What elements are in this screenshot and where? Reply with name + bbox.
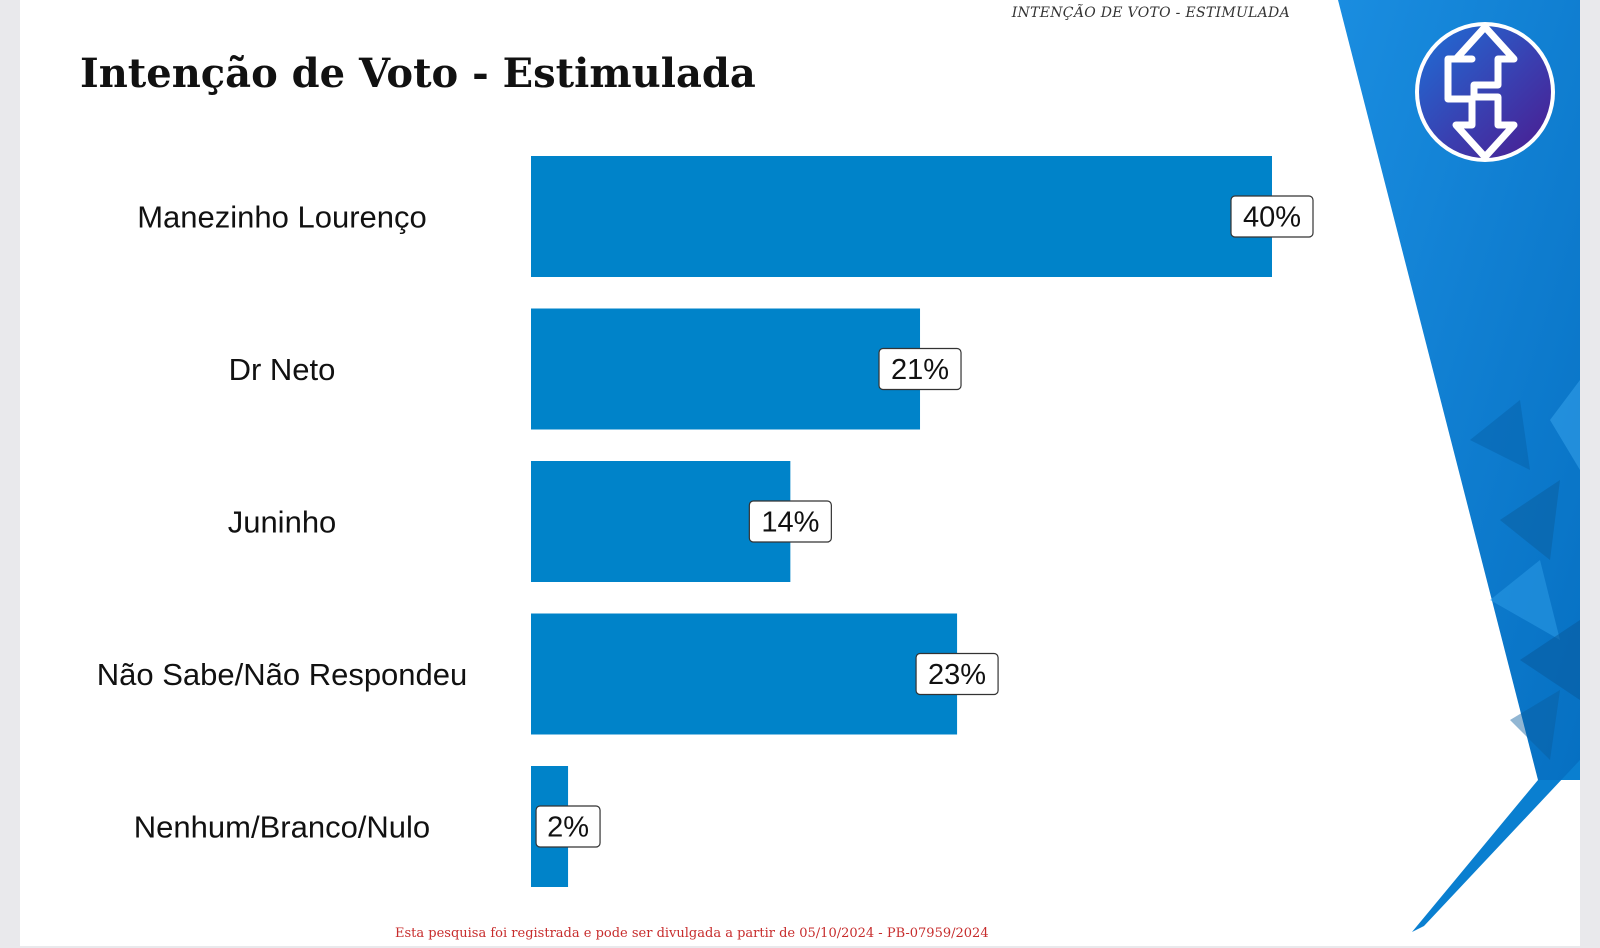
bar [531, 613, 958, 735]
decor-triangle [1550, 380, 1580, 470]
category-label: Dr Neto [229, 352, 336, 387]
decor-triangle [1470, 400, 1530, 470]
value-label: 21% [891, 354, 949, 386]
blue-ribbon-tail [1412, 760, 1580, 932]
value-label-box [748, 500, 832, 543]
value-label-box [878, 347, 962, 391]
bar [531, 156, 1272, 277]
value-label-box [1230, 195, 1314, 238]
category-label: Nenhum/Branco/Nulo [134, 810, 430, 845]
page-title: Intenção de Voto - Estimulada [80, 50, 756, 97]
value-label: 23% [928, 659, 986, 691]
footer-note: Esta pesquisa foi registrada e pode ser … [395, 926, 989, 941]
category-label: Juninho [228, 505, 337, 540]
value-label: 2% [547, 812, 589, 844]
decor-triangle [1520, 620, 1580, 700]
bar [531, 461, 791, 582]
value-label-box [915, 652, 999, 696]
slide: INTENÇÃO DE VOTO - ESTIMULADA Intenção d… [20, 0, 1580, 946]
value-label-box [535, 805, 601, 848]
logo-icon [1415, 22, 1555, 162]
category-label: Manezinho Lourenço [137, 200, 427, 235]
bar-chart: Manezinho Lourenço 40% Dr Neto 21% Juninho 14… [97, 156, 1314, 887]
running-header: INTENÇÃO DE VOTO - ESTIMULADA [1011, 5, 1290, 21]
decor-triangle [1490, 560, 1560, 640]
value-label: 14% [761, 507, 819, 539]
decor-triangle [1500, 480, 1560, 560]
bar [531, 308, 921, 430]
decor-triangle [1510, 690, 1560, 760]
category-label: Não Sabe/Não Respondeu [97, 657, 468, 692]
value-label: 40% [1243, 202, 1301, 234]
side-decoration [1338, 0, 1580, 932]
